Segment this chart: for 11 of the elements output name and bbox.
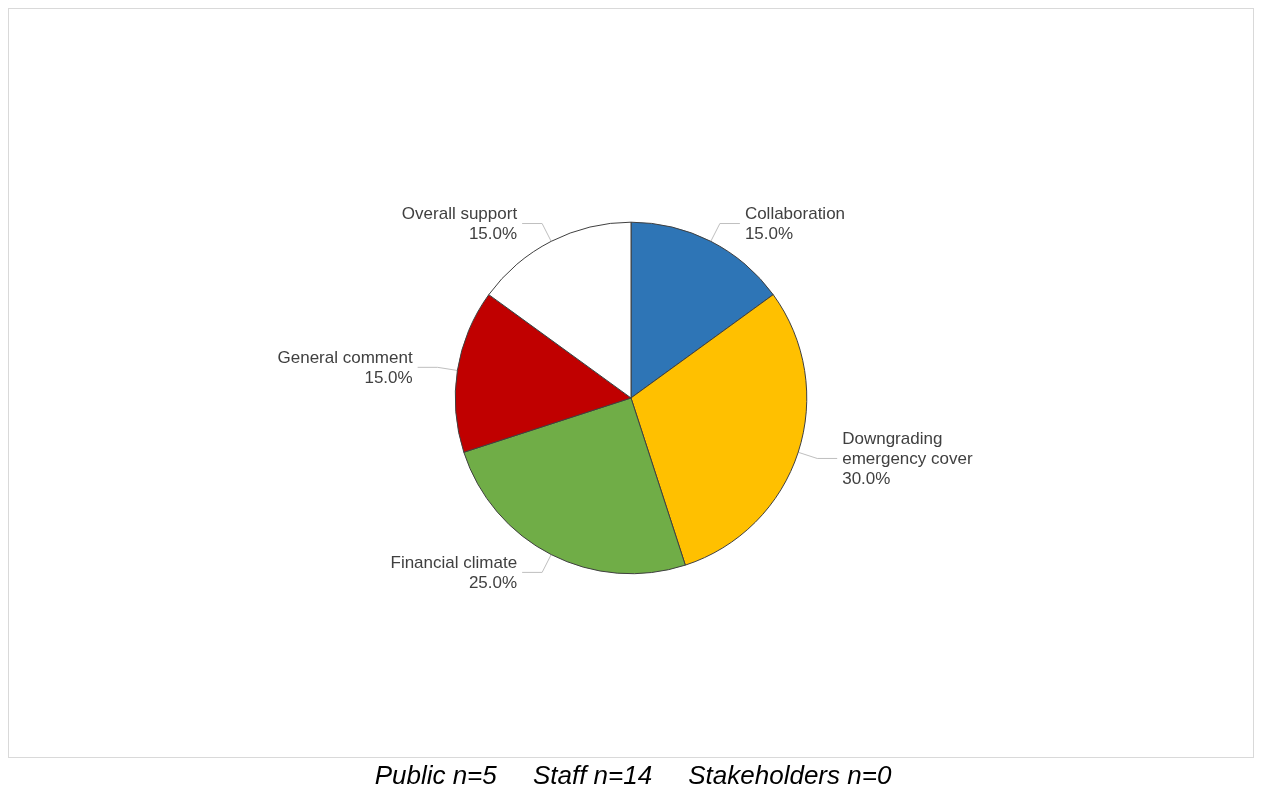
slice-label: Financial climate <box>390 552 518 572</box>
text: Public n=5 Staff n=14 Stakeholders n=0 <box>373 760 893 791</box>
data-label: 15.0% <box>468 224 518 244</box>
data-label: 25.0% <box>468 572 518 592</box>
data-label: 15.0% <box>364 367 413 387</box>
slice-label: Overall support <box>401 204 518 224</box>
slice-label: General comment <box>277 347 413 367</box>
slice-label: Downgrading emergency cover <box>842 428 973 468</box>
data-label: 30.0% <box>842 468 891 488</box>
slice-label: Collaboration <box>744 204 846 224</box>
data-label: 15.0% <box>744 224 794 244</box>
